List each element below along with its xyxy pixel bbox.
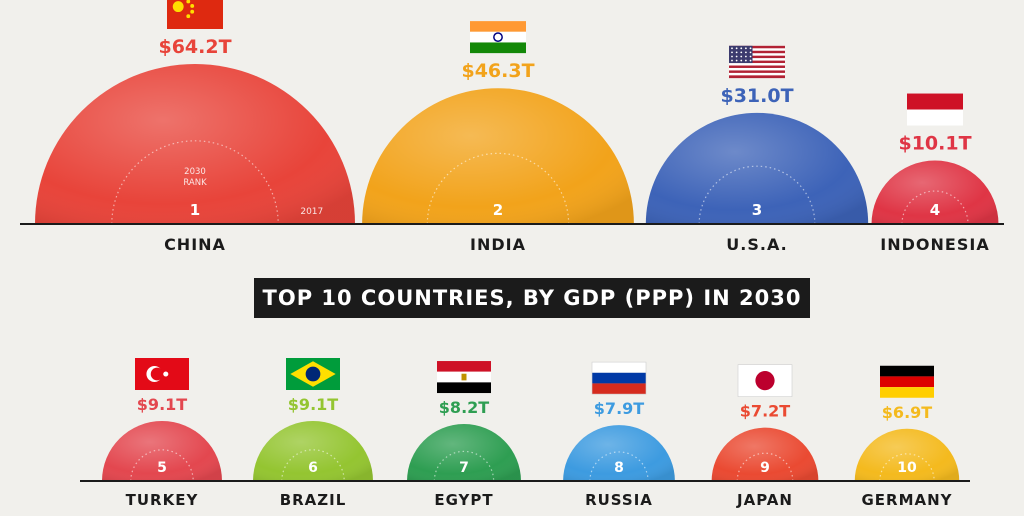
bubble-shade-russia — [563, 425, 675, 481]
rank-china: 1 — [190, 201, 200, 219]
value-label-brazil: $9.1T — [288, 395, 338, 414]
country-name-turkey: TURKEY — [126, 491, 199, 509]
bubble-shade-china — [35, 64, 355, 224]
rank-egypt: 7 — [459, 460, 469, 476]
indonesia-flag-icon — [907, 93, 963, 126]
value-label-turkey: $9.1T — [137, 395, 187, 414]
egypt-flag-icon — [437, 361, 491, 394]
bubble-shade-germany — [854, 428, 960, 481]
value-label-indonesia: $10.1T — [898, 133, 971, 155]
bubble-shade-turkey — [102, 421, 222, 481]
value-label-japan: $7.2T — [740, 402, 790, 421]
rank-germany: 10 — [897, 460, 917, 476]
value-label-egypt: $8.2T — [439, 398, 489, 417]
country-name-germany: GERMANY — [861, 491, 952, 509]
bubble-shade-brazil — [253, 421, 373, 481]
inner-ring-egypt — [433, 450, 495, 482]
legend-rank-label: 2030 — [184, 167, 206, 177]
legend-year-label: 2017 — [300, 207, 323, 217]
germany-flag-icon — [880, 365, 934, 398]
country-name-india: INDIA — [470, 235, 526, 254]
country-name-u-s-a: U.S.A. — [726, 235, 787, 254]
country-name-brazil: BRAZIL — [280, 491, 347, 509]
value-label-india: $46.3T — [461, 60, 534, 82]
country-name-egypt: EGYPT — [434, 491, 493, 509]
value-label-germany: $6.9T — [882, 403, 932, 422]
legend-rank-label-2: RANK — [183, 178, 207, 188]
bubble-shade-japan — [711, 427, 819, 481]
rank-india: 2 — [493, 201, 503, 219]
bubble-shade-u-s-a — [645, 112, 869, 224]
rank-turkey: 5 — [157, 460, 167, 476]
india-flag-icon — [470, 21, 526, 54]
china-flag-icon — [167, 0, 223, 29]
brazil-flag-icon — [286, 358, 340, 390]
usa-flag-icon — [729, 45, 785, 79]
inner-ring-russia — [589, 451, 649, 482]
inner-ring-u-s-a — [698, 165, 816, 225]
country-name-china: CHINA — [164, 235, 226, 254]
value-label-china: $64.2T — [158, 36, 231, 58]
russia-flag-icon — [591, 361, 647, 395]
rank-u-s-a: 3 — [752, 201, 762, 219]
rank-brazil: 6 — [308, 460, 318, 476]
rank-indonesia: 4 — [930, 201, 940, 219]
value-label-russia: $7.9T — [594, 399, 644, 418]
rank-russia: 8 — [614, 460, 624, 476]
rank-japan: 9 — [760, 460, 770, 476]
inner-ring-india — [426, 152, 570, 225]
chart-title: TOP 10 COUNTRIES, BY GDP (PPP) IN 2030 — [254, 278, 810, 318]
bubble-shade-egypt — [407, 424, 521, 481]
bubble-shade-indonesia — [871, 160, 999, 224]
turkey-flag-icon — [135, 358, 189, 390]
country-name-russia: RUSSIA — [585, 491, 653, 509]
bubble-shade-india — [362, 88, 634, 224]
inner-ring-indonesia — [901, 190, 969, 225]
value-label-u-s-a: $31.0T — [720, 85, 793, 107]
japan-flag-icon — [737, 364, 793, 397]
country-name-japan: JAPAN — [736, 491, 793, 509]
country-name-indonesia: INDONESIA — [880, 235, 989, 254]
bubble-layer — [35, 64, 999, 482]
